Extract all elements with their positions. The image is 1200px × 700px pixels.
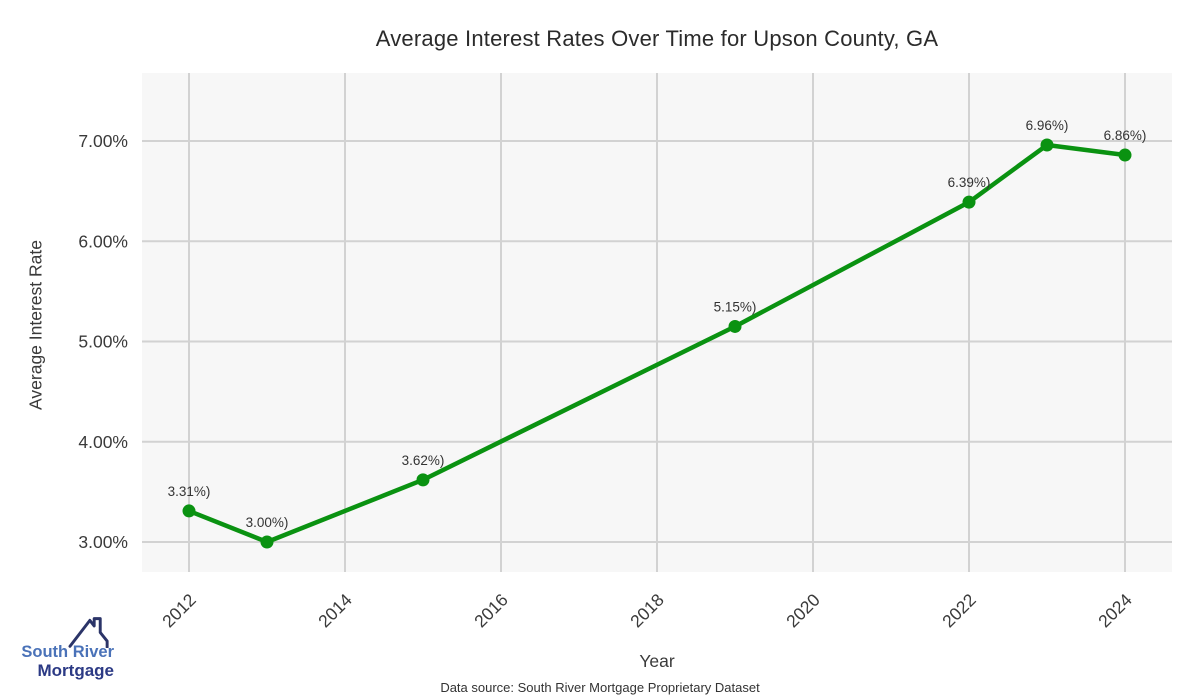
data-point-marker xyxy=(728,319,742,333)
house-roof-path xyxy=(68,617,109,648)
data-point-label: 5.15%) xyxy=(714,299,757,314)
logo-text-mortgage: Mortgage xyxy=(37,661,115,681)
chart-title: Average Interest Rates Over Time for Ups… xyxy=(375,26,939,51)
y-axis-title: Average Interest Rate xyxy=(25,240,46,410)
x-tick-label: 2024 xyxy=(1094,590,1136,632)
data-point-marker xyxy=(962,195,976,209)
y-tick-label: 3.00% xyxy=(78,532,128,552)
y-tick-label: 6.00% xyxy=(78,231,128,251)
x-tick-label: 2014 xyxy=(314,590,356,632)
data-point-marker xyxy=(1040,138,1054,152)
y-tick-label: 5.00% xyxy=(78,332,128,352)
logo-text-south-river: South River xyxy=(21,643,114,661)
data-point-marker xyxy=(260,535,274,549)
data-point-label: 6.96%) xyxy=(1026,118,1069,133)
data-point-marker xyxy=(1118,148,1132,162)
south-river-mortgage-logo: South River Mortgage xyxy=(20,604,114,680)
y-tick-label: 4.00% xyxy=(78,432,128,452)
x-tick-label: 2012 xyxy=(158,590,200,632)
data-point-label: 3.62%) xyxy=(402,453,445,468)
house-roof-icon xyxy=(68,617,109,648)
data-point-label: 3.00%) xyxy=(246,515,289,530)
data-point-label: 6.39%) xyxy=(948,175,991,190)
x-tick-label: 2016 xyxy=(470,590,512,632)
data-source-note: Data source: South River Mortgage Propri… xyxy=(440,680,760,695)
x-axis-title: Year xyxy=(639,651,675,671)
data-point-marker xyxy=(182,504,196,518)
data-point-label: 6.86%) xyxy=(1104,128,1147,143)
data-point-label: 3.31%) xyxy=(168,484,211,499)
x-tick-label: 2022 xyxy=(938,590,980,632)
x-tick-label: 2020 xyxy=(782,590,824,632)
y-tick-label: 7.00% xyxy=(78,131,128,151)
x-tick-label: 2018 xyxy=(626,590,668,632)
data-point-marker xyxy=(416,473,430,487)
